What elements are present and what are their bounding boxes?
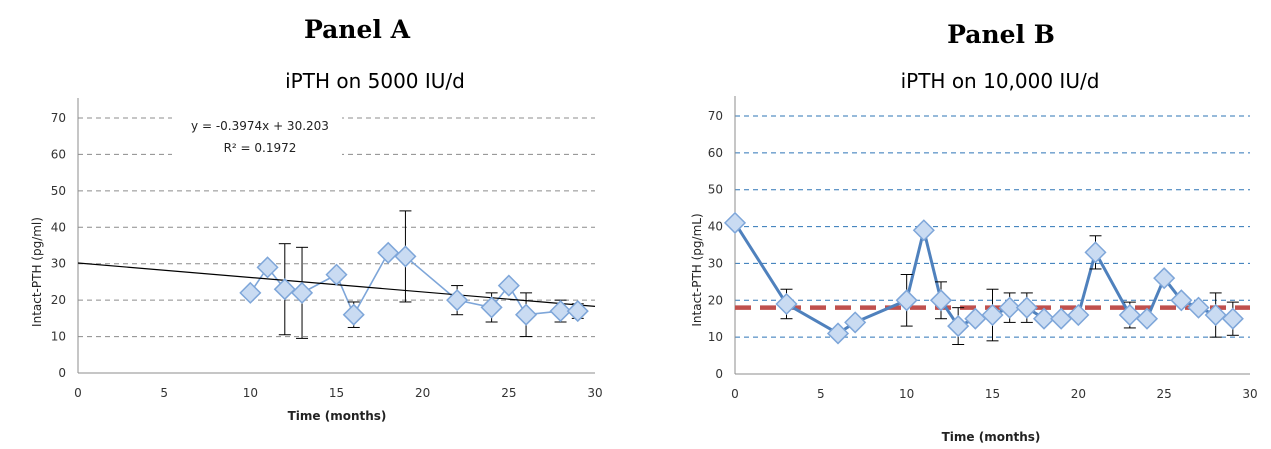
- panel-b-x-axis-label: Time (months): [942, 430, 1041, 444]
- panel-a-x-tick-label: 0: [74, 386, 82, 400]
- panel-b-x-tick-label: 5: [817, 387, 825, 401]
- panel-b-data-point: [895, 289, 918, 312]
- panel-b-data-point: [1118, 303, 1141, 327]
- panel-a-data-point: [394, 245, 417, 268]
- panel-b-x-tick-label: 10: [899, 387, 914, 401]
- panel-a-data-point: [480, 296, 503, 319]
- panel-b-plot: 0 10 20 30 40 50 60 70 0 5 10 15 20 25 30: [708, 96, 1258, 401]
- panel-b-x-tick-label: 25: [1157, 387, 1172, 401]
- panel-a-y-tick-label: 30: [51, 257, 66, 271]
- panel-b-data-point: [1067, 303, 1090, 327]
- panel-b-y-tick-label: 70: [708, 109, 723, 123]
- panel-b-data-point: [981, 303, 1004, 327]
- panel-b-data-point: [1170, 289, 1193, 312]
- panel-b-y-tick-label: 30: [708, 256, 723, 270]
- panel-a-x-tick-label: 15: [329, 386, 344, 400]
- panel-b-data-point: [775, 292, 798, 316]
- panel-b-y-tick-label: 0: [715, 367, 723, 381]
- panel-a-y-tick-label: 50: [51, 184, 66, 198]
- panel-b-data-point: [1204, 303, 1227, 327]
- panel-b-data-point: [912, 219, 935, 242]
- panel-b-data-point: [1187, 296, 1210, 319]
- panel-a: Panel A iPTH on 5000 IU/d Time (months) …: [30, 15, 603, 423]
- panel-a-data-point: [446, 289, 469, 312]
- panel-b-data-point: [826, 322, 850, 345]
- panel-b-label: Panel B: [947, 20, 1055, 49]
- panel-b-data-point: [1015, 296, 1038, 319]
- panel-a-trend-equation: y = -0.3974x + 30.203: [191, 119, 329, 133]
- panel-a-x-tick-label: 10: [243, 386, 258, 400]
- panel-b-y-tick-label: 10: [708, 330, 723, 344]
- panel-a-x-tick-label: 20: [415, 386, 430, 400]
- panel-b-data-point: [1084, 241, 1107, 264]
- panel-b-x-tick-label: 30: [1242, 387, 1257, 401]
- panel-a-data-point: [239, 281, 262, 304]
- panel-b-data-point: [998, 296, 1021, 319]
- panel-b-data-point: [1050, 307, 1073, 330]
- panel-b-chart-title: iPTH on 10,000 IU/d: [901, 69, 1100, 93]
- panel-a-data-point: [256, 256, 279, 279]
- panel-b-x-tick-label: 0: [731, 387, 739, 401]
- panel-a-data-point: [342, 303, 365, 326]
- panel-a-y-tick-label: 40: [51, 220, 66, 234]
- panel-a-data-point: [325, 263, 348, 286]
- panel-b-x-tick-label: 20: [1071, 387, 1086, 401]
- panel-a-trend-r2: R² = 0.1972: [224, 141, 297, 155]
- panel-b-y-tick-label: 60: [708, 146, 723, 160]
- panel-b-y-tick-label: 50: [708, 183, 723, 197]
- panel-a-data-point: [497, 274, 520, 297]
- panel-b-data-point: [844, 311, 867, 334]
- panel-a-x-tick-label: 5: [160, 386, 168, 400]
- panel-b-data-point: [1032, 307, 1056, 330]
- panel-a-data-point: [377, 241, 400, 264]
- panel-a-equation-box: [172, 112, 342, 157]
- panel-a-x-axis-label: Time (months): [288, 409, 387, 423]
- panel-a-y-tick-label: 60: [51, 147, 66, 161]
- panel-b-y-axis-label: Intact-PTH (pg/mL): [690, 213, 704, 326]
- panel-a-chart-title: iPTH on 5000 IU/d: [285, 69, 465, 93]
- panel-b-x-tick-label: 15: [985, 387, 1000, 401]
- panel-b-y-tick-label: 40: [708, 220, 723, 234]
- panel-a-data-point: [290, 281, 314, 304]
- panel-a-data-point: [566, 300, 589, 323]
- panel-a-y-tick-label: 0: [58, 366, 66, 380]
- panel-a-x-tick-label: 25: [501, 386, 516, 400]
- panel-b-data-point: [1153, 267, 1176, 290]
- panel-a-data-point: [549, 300, 572, 323]
- panel-a-label: Panel A: [304, 15, 411, 44]
- panel-a-x-tick-label: 30: [587, 386, 602, 400]
- panel-a-plot: 0 10 20 30 40 50 60 70 0 5 10 15 20 25 30: [51, 98, 603, 400]
- panel-b-data-point: [947, 315, 970, 338]
- panel-b-data-point: [1135, 307, 1159, 330]
- panel-b-data-point: [723, 211, 747, 234]
- panel-b-data-point: [1221, 307, 1244, 330]
- panel-b-y-tick-label: 20: [708, 293, 723, 307]
- panel-a-data-point: [273, 278, 296, 301]
- panel-a-y-axis-label: Intact-PTH (pg/ml): [30, 217, 44, 327]
- panel-a-series-line: [249, 251, 578, 316]
- panel-a-y-tick-label: 10: [51, 330, 66, 344]
- panel-b-data-point: [929, 289, 953, 312]
- panel-a-y-tick-label: 70: [51, 111, 66, 125]
- panel-a-y-tick-label: 20: [51, 293, 66, 307]
- panel-a-data-point: [515, 303, 538, 326]
- panel-b: Panel B iPTH on 10,000 IU/d Time (months…: [690, 20, 1258, 444]
